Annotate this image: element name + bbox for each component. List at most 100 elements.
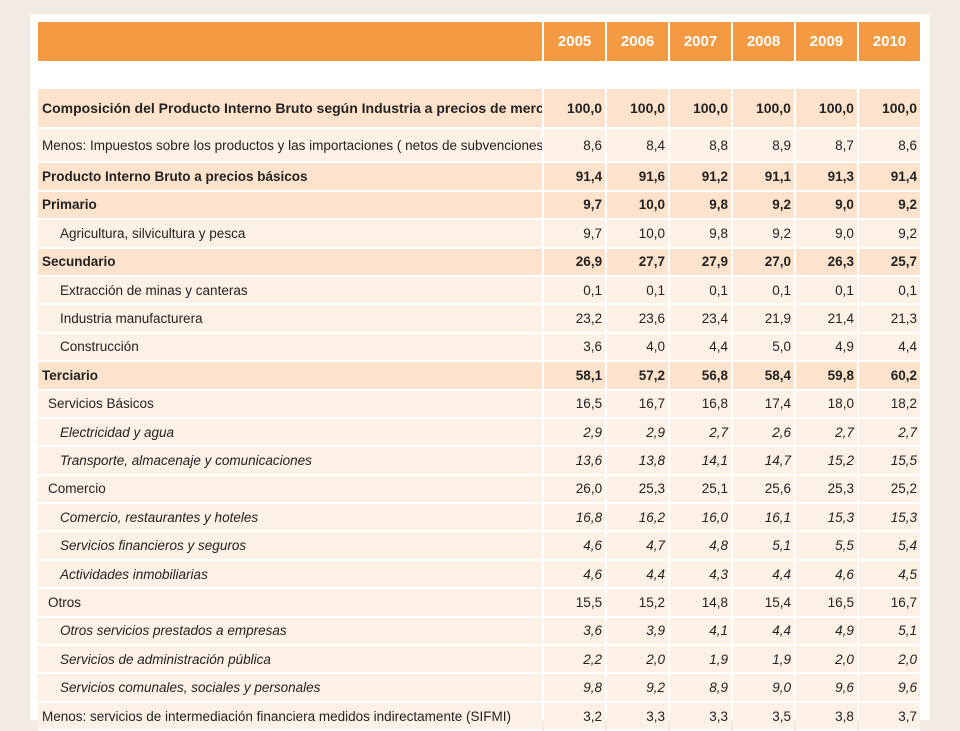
value-cell-2008: 9,2 [733,191,794,221]
value-cell-2006: 8,4 [607,129,669,164]
row-label: Industria manufacturera [38,305,543,334]
value-cell-2010: 4,5 [858,560,920,590]
table-row: Transporte, almacenaje y comunicaciones 1… [38,447,920,476]
table-row: Primario 9,7 10,0 9,8 9,2 9,0 9,2 [38,191,920,221]
value-cell-2008: 16,1 [733,504,794,533]
value-cell-2010: 9,2 [858,191,920,221]
value-cell-2005: 2,9 [544,418,606,448]
row-label: Producto Interno Bruto a precios básicos [38,163,543,192]
value-cell-2009: 59,8 [795,362,857,391]
table-row: Comercio 26,0 25,3 25,1 25,6 25,3 25,2 [38,475,920,505]
value-cell-2010: 0,1 [858,276,920,306]
value-cell-2005: 2,2 [544,646,606,675]
value-cell-2010: 21,3 [858,305,920,334]
value-cell-2009: 91,3 [795,163,857,192]
value-cell-2010: 91,4 [858,163,920,192]
value-cell-2009: 15,2 [795,447,857,476]
value-cell-2005: 91,4 [544,163,606,192]
row-label: Transporte, almacenaje y comunicaciones [38,447,543,476]
table-row: Servicios financieros y seguros 4,6 4,7 4,8… [38,532,920,561]
value-cell-2008: 9,2 [733,220,794,249]
value-cell-2010: 2,7 [858,418,920,448]
value-cell-2009: 9,0 [795,220,857,249]
row-label: Comercio, restaurantes y hoteles [38,504,543,533]
value-cell-2006: 4,0 [607,333,669,363]
value-cell-2009: 8,7 [795,129,857,164]
gdp-composition-table: 2005 2006 2007 2008 2009 2010 Composició… [36,22,922,731]
value-cell-2010: 9,2 [858,220,920,249]
value-cell-2010: 8,6 [858,129,920,164]
value-cell-2007: 4,1 [670,617,732,647]
header-year-2010: 2010 [858,22,920,61]
value-cell-2006: 25,3 [607,475,669,505]
header-year-2009: 2009 [795,22,857,61]
row-label: Otros [38,589,543,618]
value-cell-2008: 58,4 [733,362,794,391]
value-cell-2010: 16,7 [858,589,920,618]
value-cell-2005: 3,2 [544,702,606,731]
value-cell-2005: 26,0 [544,475,606,505]
row-label: Terciario [38,362,543,391]
table-row: Electricidad y agua 2,9 2,9 2,7 2,6 2,7 2,7 [38,418,920,448]
value-cell-2007: 91,2 [670,163,732,192]
value-cell-2006: 4,7 [607,532,669,561]
value-cell-2008: 21,9 [733,305,794,334]
value-cell-2008: 0,1 [733,276,794,306]
table-header: 2005 2006 2007 2008 2009 2010 [38,22,920,61]
value-cell-2007: 4,3 [670,560,732,590]
value-cell-2007: 25,1 [670,475,732,505]
table-row: Extracción de minas y canteras 0,1 0,1 0,1 0… [38,276,920,306]
value-cell-2005: 4,6 [544,560,606,590]
value-cell-2006: 4,4 [607,560,669,590]
value-cell-2010: 2,0 [858,646,920,675]
value-cell-2005: 23,2 [544,305,606,334]
value-cell-2010: 25,7 [858,248,920,277]
value-cell-2008: 14,7 [733,447,794,476]
value-cell-2006: 10,0 [607,191,669,221]
value-cell-2006: 2,9 [607,418,669,448]
value-cell-2010: 5,4 [858,532,920,561]
value-cell-2009: 9,6 [795,674,857,703]
value-cell-2008: 1,9 [733,646,794,675]
value-cell-2008: 25,6 [733,475,794,505]
row-label: Servicios de administración pública [38,646,543,675]
value-cell-2009: 15,3 [795,504,857,533]
table-row: Servicios de administración pública 2,2 2,… [38,646,920,675]
value-cell-2006: 16,2 [607,504,669,533]
value-cell-2007: 9,8 [670,220,732,249]
value-cell-2007: 56,8 [670,362,732,391]
value-cell-2008: 3,5 [733,702,794,731]
document-page: 2005 2006 2007 2008 2009 2010 Composició… [30,14,930,731]
spacer-cell [38,61,920,90]
table-row: Menos: servicios de intermediación finan… [38,702,920,731]
value-cell-2005: 16,8 [544,504,606,533]
header-row: 2005 2006 2007 2008 2009 2010 [38,22,920,61]
row-label: Secundario [38,248,543,277]
value-cell-2006: 27,7 [607,248,669,277]
value-cell-2009: 4,9 [795,333,857,363]
value-cell-2006: 100,0 [607,89,669,130]
value-cell-2010: 3,7 [858,702,920,731]
value-cell-2009: 2,0 [795,646,857,675]
value-cell-2005: 9,8 [544,674,606,703]
value-cell-2009: 18,0 [795,390,857,419]
table-row: Industria manufacturera 23,2 23,6 23,4 21,9 2… [38,305,920,334]
table-row: Secundario 26,9 27,7 27,9 27,0 26,3 25,7 [38,248,920,277]
row-label: Primario [38,191,543,221]
value-cell-2009: 16,5 [795,589,857,618]
value-cell-2010: 15,5 [858,447,920,476]
value-cell-2005: 15,5 [544,589,606,618]
value-cell-2010: 15,3 [858,504,920,533]
row-label: Servicios financieros y seguros [38,532,543,561]
value-cell-2005: 9,7 [544,220,606,249]
value-cell-2008: 27,0 [733,248,794,277]
value-cell-2007: 14,1 [670,447,732,476]
value-cell-2008: 9,0 [733,674,794,703]
value-cell-2005: 3,6 [544,617,606,647]
table-row: Producto Interno Bruto a precios básicos… [38,163,920,192]
value-cell-2008: 100,0 [733,89,794,130]
value-cell-2005: 3,6 [544,333,606,363]
value-cell-2006: 23,6 [607,305,669,334]
row-label: Composición del Producto Interno Bruto s… [38,89,543,130]
row-label: Menos: servicios de intermediación finan… [38,702,543,731]
